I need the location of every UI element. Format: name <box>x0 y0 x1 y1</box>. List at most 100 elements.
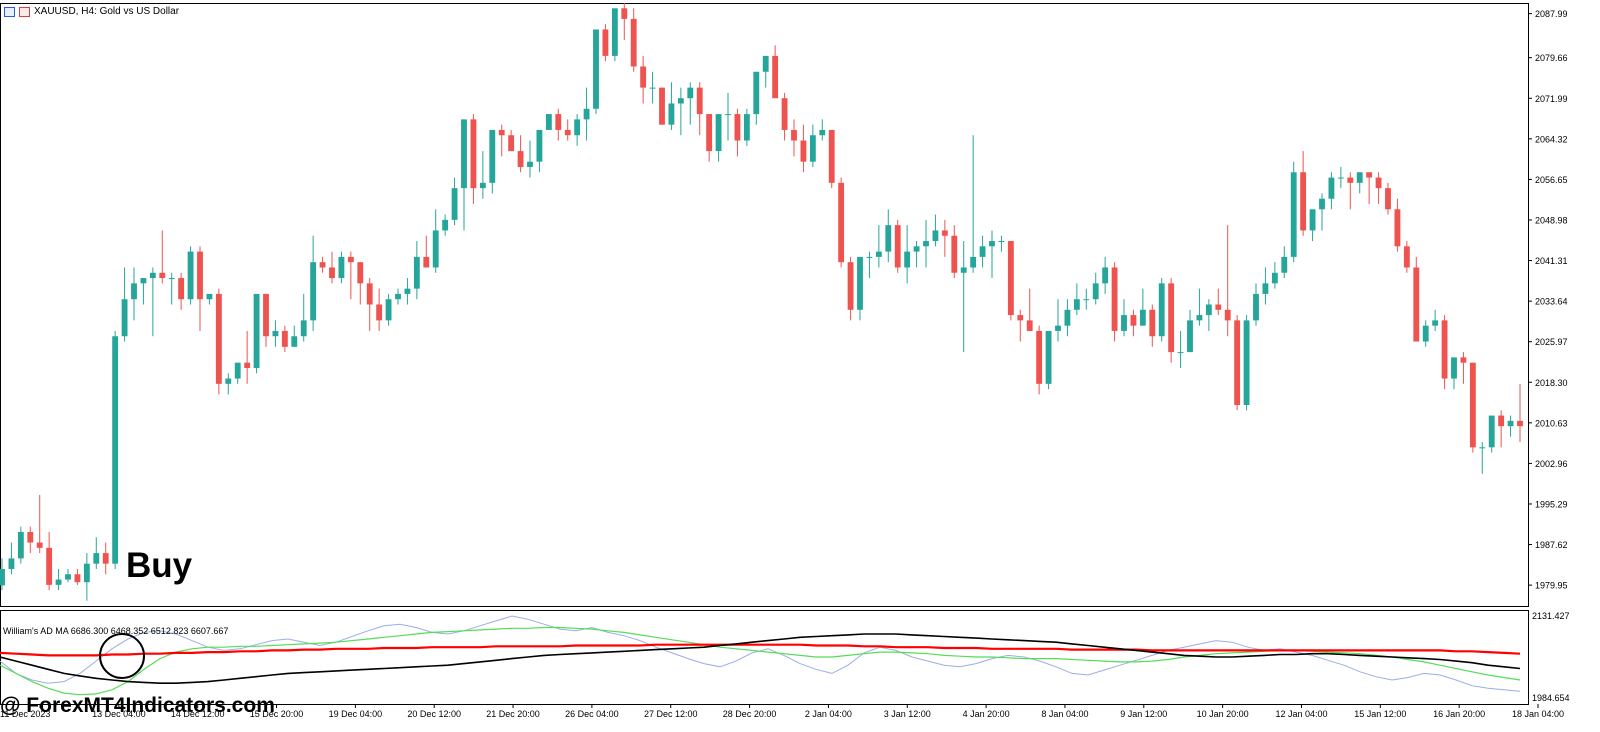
candle-body <box>1215 304 1222 310</box>
candle-body <box>1158 283 1165 337</box>
candle-body <box>263 293 269 337</box>
candle-body <box>27 531 34 543</box>
candle-body <box>630 18 637 67</box>
candle-body <box>310 262 317 321</box>
time-tick-label: 4 Jan 20:00 <box>963 709 1010 719</box>
candle-body <box>8 558 15 569</box>
indicator-line-green <box>0 626 1521 696</box>
candle-body <box>451 188 458 220</box>
candle-body <box>1460 357 1467 363</box>
candle-body <box>857 256 863 310</box>
candle-body <box>1488 415 1495 448</box>
candle-body <box>1319 198 1325 210</box>
time-tick-label: 27 Dec 12:00 <box>644 709 698 719</box>
candle-body <box>404 288 411 294</box>
time-tick-label: 16 Jan 20:00 <box>1433 709 1485 719</box>
candle-body <box>791 129 797 141</box>
candle-body <box>272 330 279 337</box>
candle-body <box>178 278 185 300</box>
time-axis: 11 Dec 2023 13 Dec 04:00 14 Dec 12:00 15 De… <box>0 704 1564 719</box>
price-tick-label: 2056.65 <box>1535 175 1568 185</box>
candle-body <box>904 251 911 268</box>
chart-properties-icon[interactable] <box>19 6 30 17</box>
candle-body <box>649 87 656 89</box>
chart-title-bar: XAUUSD, H4: Gold vs US Dollar <box>4 6 179 17</box>
candle-body <box>1328 177 1335 199</box>
candle-body <box>413 256 420 289</box>
candle-body <box>357 262 364 284</box>
price-tick-label: 2071.99 <box>1535 94 1568 104</box>
indicator-scale-bottom: 1984.654 <box>1532 693 1570 703</box>
candle-body <box>875 251 882 257</box>
candle-body <box>1356 172 1363 183</box>
signal-circle <box>99 633 145 679</box>
candle-body <box>46 547 53 585</box>
candle-body <box>1007 241 1014 316</box>
candle-body <box>1055 325 1061 331</box>
chart-window-icon[interactable] <box>4 6 15 17</box>
candle-body <box>941 230 948 236</box>
time-tick-label: 26 Dec 04:00 <box>565 709 619 719</box>
watermark: @ ForexMT4Indicators.com <box>0 694 275 717</box>
time-tick-label: 21 Dec 20:00 <box>486 709 540 719</box>
time-tick-label: 18 Jan 04:00 <box>1512 709 1564 719</box>
candle-body <box>668 103 675 125</box>
candle-body <box>1036 330 1043 384</box>
candle-body <box>376 304 383 321</box>
candle-body <box>932 230 939 242</box>
candle-body <box>168 278 175 280</box>
candle-body <box>300 320 307 337</box>
indicator-line-red <box>0 643 1521 657</box>
candle-body <box>583 108 590 120</box>
time-tick-label: 19 Dec 04:00 <box>329 709 383 719</box>
buy-annotation: Buy <box>126 546 193 585</box>
candle-body <box>1083 299 1090 301</box>
price-tick-label: 1995.29 <box>1535 499 1568 509</box>
candle-body <box>894 225 901 268</box>
candle-body <box>555 114 562 130</box>
candle-body <box>1187 320 1193 353</box>
candle-body <box>489 129 496 183</box>
candle-body <box>1177 352 1184 354</box>
time-tick-label: 14 Dec 12:00 <box>171 709 225 719</box>
candle-body <box>800 140 807 162</box>
time-tick-label: 3 Jan 12:00 <box>884 709 931 719</box>
indicator-scale-top: 2131.427 <box>1532 611 1570 621</box>
candle-body <box>131 283 137 300</box>
indicator-line-black <box>0 633 1521 685</box>
main-pane-border <box>0 3 1529 607</box>
candle-body <box>1394 209 1401 247</box>
candle-body <box>960 267 967 273</box>
candle-body <box>1479 447 1486 449</box>
candle-body <box>1168 283 1175 353</box>
time-tick-label: 20 Dec 12:00 <box>407 709 461 719</box>
candle-body <box>0 568 5 586</box>
candle-body <box>847 262 854 310</box>
time-tick-label: 28 Dec 20:00 <box>723 709 777 719</box>
candle-body <box>470 119 477 189</box>
candle-body <box>696 87 703 115</box>
candle-body <box>1441 320 1448 379</box>
time-tick-label: 8 Jan 04:00 <box>1041 709 1088 719</box>
candle-body <box>319 262 326 268</box>
price-tick-label: 2010.63 <box>1535 418 1568 428</box>
candle-body <box>866 256 873 258</box>
candle-body <box>725 114 731 116</box>
candle-body <box>74 574 81 583</box>
candle-body <box>159 272 166 279</box>
candle-body <box>253 293 260 368</box>
candle-body <box>989 241 995 247</box>
candle-body <box>149 272 156 279</box>
indicator-pane[interactable]: 2131.427 1984.654 <box>0 610 1570 705</box>
main-price-pane[interactable] <box>0 3 1529 607</box>
price-tick-label: 2064.32 <box>1535 134 1568 144</box>
price-tick-label: 2033.64 <box>1535 297 1568 307</box>
candle-body <box>442 219 449 231</box>
candle-body <box>215 293 222 384</box>
candle-body <box>1092 283 1099 300</box>
candle-body <box>347 256 354 263</box>
candle-body <box>1281 256 1288 273</box>
candle-body <box>640 66 647 88</box>
time-tick-label: 15 Jan 12:00 <box>1354 709 1406 719</box>
